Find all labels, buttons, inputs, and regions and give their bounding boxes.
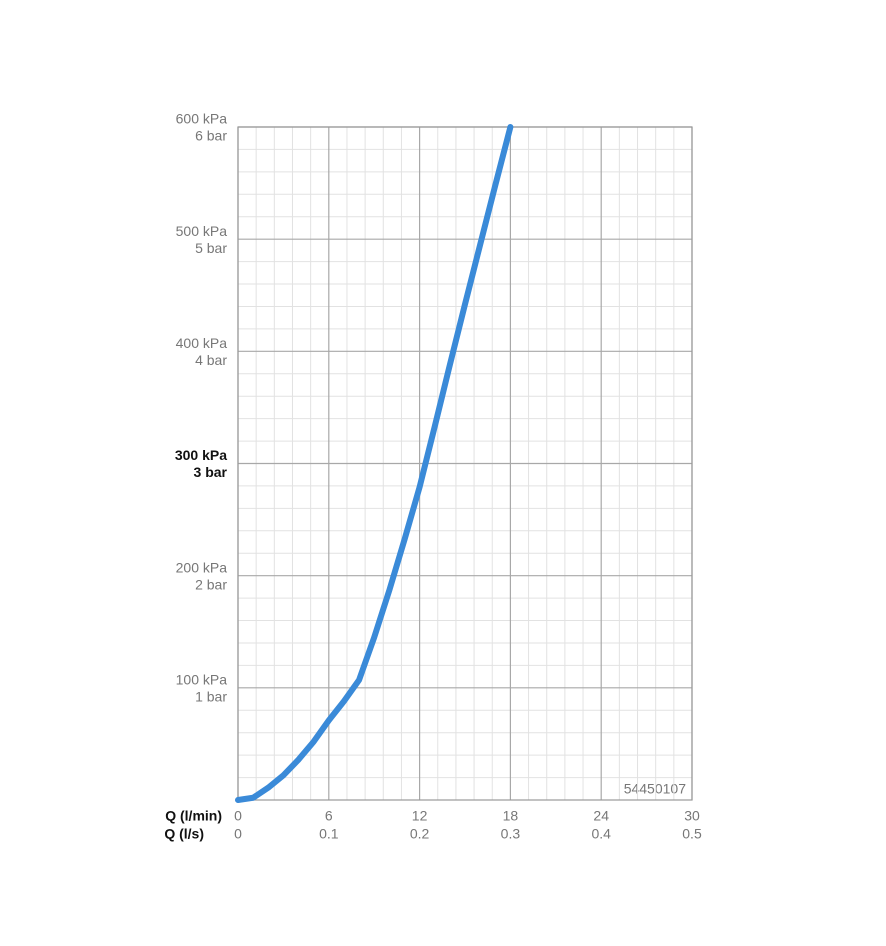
y-tick-label: 500 kPa: [176, 223, 228, 239]
y-tick-label-2: 2 bar: [195, 576, 227, 592]
y-tick-label: 400 kPa: [176, 335, 228, 351]
x-tick-label-2: 0.2: [410, 826, 430, 842]
curve: [235, 124, 514, 803]
x-tick-label: 30: [684, 808, 700, 824]
y-tick-label-2: 5 bar: [195, 240, 227, 256]
x-tick-label-2: 0: [234, 826, 242, 842]
x-axis-label-2: Q (l/s): [164, 826, 204, 842]
y-tick-label-2: 6 bar: [195, 128, 227, 144]
x-tick-label-2: 0.3: [501, 826, 521, 842]
x-tick-label-2: 0.4: [591, 826, 611, 842]
y-tick-label: 100 kPa: [176, 672, 228, 688]
x-tick-label: 0: [234, 808, 242, 824]
y-tick-label-2: 3 bar: [194, 464, 228, 480]
y-tick-label: 200 kPa: [176, 559, 228, 575]
x-axis-label: Q (l/min): [165, 808, 222, 824]
x-tick-label: 6: [325, 808, 333, 824]
annotation: 54450107: [624, 781, 687, 797]
x-tick-label: 12: [412, 808, 428, 824]
y-tick-label-2: 4 bar: [195, 352, 227, 368]
y-tick-label: 300 kPa: [175, 447, 227, 463]
x-tick-label: 24: [593, 808, 609, 824]
plot-frame: [237, 126, 693, 801]
y-tick-label: 600 kPa: [176, 111, 228, 127]
y-tick-label-2: 1 bar: [195, 689, 227, 705]
x-tick-label: 18: [503, 808, 519, 824]
x-tick-label-2: 0.5: [682, 826, 702, 842]
x-tick-label-2: 0.1: [319, 826, 339, 842]
